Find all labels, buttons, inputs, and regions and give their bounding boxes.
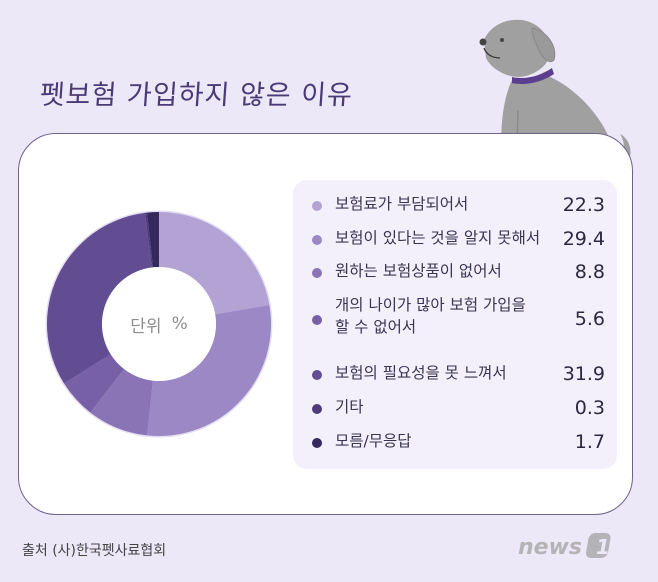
svg-text:1: 1 bbox=[596, 535, 610, 559]
donut-slice bbox=[90, 369, 153, 436]
legend-label: 원하는 보험상품이 없어서 bbox=[335, 262, 502, 280]
donut-slice bbox=[147, 305, 271, 436]
legend-dot-icon bbox=[312, 201, 322, 211]
legend-value: 1.7 bbox=[574, 431, 605, 453]
source-text: 출처 (사)한국펫사료협회 bbox=[22, 543, 167, 559]
legend-dot-icon bbox=[312, 370, 322, 380]
unit-symbol: % bbox=[171, 314, 188, 334]
legend-label-line2: 할 수 없어서 bbox=[335, 318, 417, 336]
chart-legend: 보험료가 부담되어서 22.3 보험이 있다는 것을 알지 못해서 29.4 원… bbox=[293, 180, 617, 469]
legend-label: 보험료가 부담되어서 bbox=[335, 195, 469, 213]
legend-label: 기타 bbox=[335, 398, 364, 416]
legend-dot-icon bbox=[312, 268, 322, 278]
legend-label: 보험의 필요성을 못 느껴서 bbox=[335, 364, 507, 382]
donut-slice bbox=[159, 212, 270, 315]
donut-slice bbox=[147, 212, 159, 268]
legend-value: 5.6 bbox=[574, 308, 605, 330]
donut-slice bbox=[64, 354, 125, 413]
legend-label: 보험이 있다는 것을 알지 못해서 bbox=[335, 229, 541, 247]
legend-value: 29.4 bbox=[562, 228, 605, 250]
donut-center-label: 단위 % bbox=[45, 210, 273, 438]
donut-slice bbox=[46, 212, 152, 384]
donut-svg bbox=[45, 210, 273, 438]
legend-value: 31.9 bbox=[562, 363, 605, 385]
legend-value: 22.3 bbox=[562, 194, 605, 216]
legend-dot-icon bbox=[312, 438, 322, 448]
donut-chart: 단위 % bbox=[45, 210, 273, 438]
legend-dot-icon bbox=[312, 235, 322, 245]
donut-slice bbox=[144, 212, 153, 268]
legend-dot-icon bbox=[312, 315, 322, 325]
svg-text:news: news bbox=[518, 535, 582, 560]
legend-value: 8.8 bbox=[574, 261, 605, 283]
unit-label: 단위 bbox=[130, 316, 162, 337]
chart-title: 펫보험 가입하지 않은 이유 bbox=[38, 80, 354, 111]
legend-label: 개의 나이가 많아 보험 가입을 bbox=[335, 296, 526, 314]
legend-label: 모름/무응답 bbox=[335, 432, 412, 450]
legend-value: 0.3 bbox=[574, 397, 605, 419]
legend-dot-icon bbox=[312, 404, 322, 414]
news1-logo-icon: news 1 bbox=[518, 533, 611, 560]
